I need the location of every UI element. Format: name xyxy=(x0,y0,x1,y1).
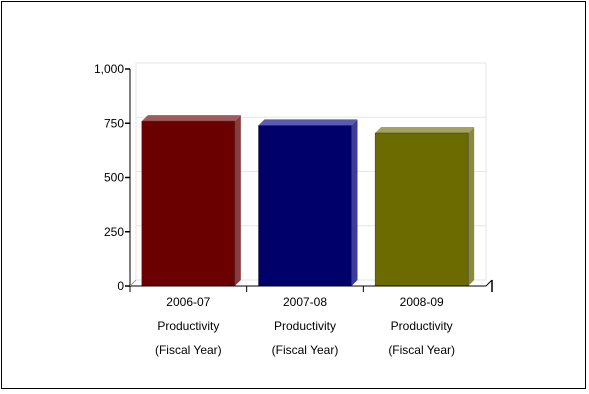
floor-left-edge xyxy=(129,279,137,287)
x-tick-label-2-2: (Fiscal Year) xyxy=(388,343,455,357)
x-tick-label-1-1: Productivity xyxy=(274,319,336,333)
bar-top-2 xyxy=(375,127,475,134)
axes xyxy=(125,68,493,292)
bar-front-1 xyxy=(258,125,352,287)
y-tick-label-500: 500 xyxy=(104,171,124,185)
tick-labels: 0 250 500 750 1,000 2006-07 Productivity (Fisca… xyxy=(94,62,455,357)
x-tick-label-1-2: (Fiscal Year) xyxy=(272,343,339,357)
bar-side-2 xyxy=(468,127,475,286)
bar-side-1 xyxy=(351,119,358,286)
bar-front-0 xyxy=(141,120,236,287)
y-tick-label-1000: 1,000 xyxy=(94,62,124,76)
floor-right-edge xyxy=(485,279,493,287)
x-tick-label-2-0: 2008-09 xyxy=(400,295,444,309)
bar-0 xyxy=(141,115,241,287)
bar-1 xyxy=(258,119,358,287)
bar-top-1 xyxy=(258,119,358,126)
x-tick-label-0-1: Productivity xyxy=(157,319,219,333)
y-tick-label-250: 250 xyxy=(104,225,124,239)
bar-front-2 xyxy=(374,132,469,287)
bars xyxy=(141,115,475,287)
y-tick-label-0: 0 xyxy=(117,279,124,293)
x-tick-label-0-0: 2006-07 xyxy=(166,295,210,309)
x-tick-label-1-0: 2007-08 xyxy=(283,295,327,309)
x-tick-label-0-2: (Fiscal Year) xyxy=(155,343,222,357)
bar-2 xyxy=(374,127,475,287)
chart-frame: 0 250 500 750 1,000 2006-07 Productivity (Fisca… xyxy=(1,1,586,389)
bar-side-0 xyxy=(234,115,241,286)
bar-top-0 xyxy=(141,115,241,122)
y-tick-label-750: 750 xyxy=(104,116,124,130)
x-tick-label-2-1: Productivity xyxy=(391,319,453,333)
